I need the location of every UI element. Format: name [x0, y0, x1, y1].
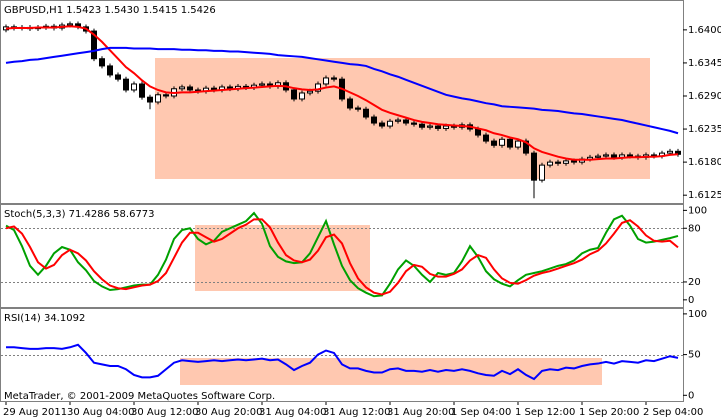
candle-body	[555, 161, 561, 164]
candle-body	[435, 125, 441, 129]
candle-body	[603, 154, 609, 157]
moving-average-line	[5, 46, 679, 135]
x-tick-label: 1 Sep 12:00	[515, 407, 575, 418]
y-tick-label: 80	[688, 223, 701, 234]
candle-body	[107, 65, 113, 76]
y-tick-label: 1.6180	[688, 157, 721, 168]
candle-body	[259, 83, 265, 86]
moving-average-line	[5, 25, 679, 161]
candle-body	[371, 116, 377, 124]
y-tick-label: 0	[688, 295, 694, 306]
candle-body	[483, 134, 489, 142]
candle-body	[547, 161, 553, 166]
panel-frame	[0, 204, 684, 308]
candle-body	[411, 122, 417, 125]
candle-body	[395, 119, 401, 122]
candle-body	[427, 125, 433, 128]
x-tick-label: 30 Aug 12:00	[131, 407, 198, 418]
x-tick-label: 31 Aug 04:00	[259, 407, 326, 418]
y-tick-label: 1.6290	[688, 91, 721, 102]
candle-body	[475, 128, 481, 136]
x-tick-label: 30 Aug 20:00	[195, 407, 262, 418]
candle-body	[499, 138, 505, 146]
y-tick-label: 20	[688, 277, 701, 288]
panel-title: Stoch(5,3,3) 71.4286 58.6773	[4, 209, 155, 220]
candle-body	[323, 77, 329, 85]
y-tick-label: 1.6400	[688, 25, 721, 36]
candle-body	[523, 140, 529, 154]
candle-body	[123, 78, 129, 91]
candle-body	[315, 83, 321, 92]
candle-body	[491, 140, 497, 146]
x-tick-label: 31 Aug 20:00	[387, 407, 454, 418]
candle-body	[67, 23, 73, 26]
candle-body	[331, 77, 337, 80]
candle-body	[515, 140, 521, 148]
candle-body	[539, 164, 545, 181]
candle-body	[611, 154, 617, 158]
panel-title: RSI(14) 34.1092	[4, 313, 85, 324]
highlight-zone	[195, 225, 370, 291]
candle-body	[403, 119, 409, 124]
y-tick-label: 1.6235	[688, 124, 721, 135]
candle-body	[179, 86, 185, 90]
indicator-line	[6, 343, 679, 381]
watermark: MetaTrader, © 2001-2009 MetaQuotes Softw…	[4, 391, 275, 402]
candle-body	[187, 86, 193, 91]
candle-body	[299, 92, 305, 100]
candle-body	[387, 120, 393, 127]
candle-body	[355, 107, 361, 110]
y-tick-label: 1.6345	[688, 58, 721, 69]
candle-body	[363, 108, 369, 118]
x-tick-label: 2 Sep 04:00	[643, 407, 703, 418]
candle-body	[507, 138, 513, 148]
candle-body	[563, 160, 569, 164]
y-tick-label: 50	[688, 350, 701, 361]
candle-body	[131, 83, 137, 91]
indicator-line	[5, 218, 679, 296]
candle-body	[147, 96, 153, 103]
candle-body	[291, 89, 297, 100]
y-tick-label: 100	[688, 205, 707, 216]
candle-body	[419, 123, 425, 128]
y-tick-label: 1.6125	[688, 190, 721, 201]
candle-body	[307, 90, 313, 94]
candle-body	[379, 122, 385, 127]
panel-title: GBPUSD,H1 1.5423 1.5430 1.5415 1.5426	[4, 5, 216, 16]
candle-body	[443, 125, 449, 129]
candle-body	[667, 150, 673, 154]
candle-body	[155, 94, 161, 103]
x-tick-label: 29 Aug 2011	[3, 407, 67, 418]
x-tick-label: 31 Aug 12:00	[323, 407, 390, 418]
candle-body	[595, 155, 601, 158]
candle-body	[99, 58, 105, 67]
candle-body	[627, 154, 633, 157]
candle-body	[163, 94, 169, 97]
candle-body	[571, 160, 577, 163]
candle-body	[139, 83, 145, 98]
y-tick-label: 0	[688, 390, 694, 401]
y-tick-label: 100	[688, 309, 707, 320]
candle-body	[347, 98, 353, 109]
candle-body	[91, 30, 97, 60]
x-tick-label: 1 Sep 04:00	[451, 407, 511, 418]
highlight-zone	[180, 358, 602, 385]
x-tick-label: 1 Sep 20:00	[579, 407, 639, 418]
candle-body	[531, 152, 537, 181]
x-tick-label: 30 Aug 04:00	[67, 407, 134, 418]
panel-frame	[0, 0, 684, 204]
candle-body	[115, 74, 121, 80]
